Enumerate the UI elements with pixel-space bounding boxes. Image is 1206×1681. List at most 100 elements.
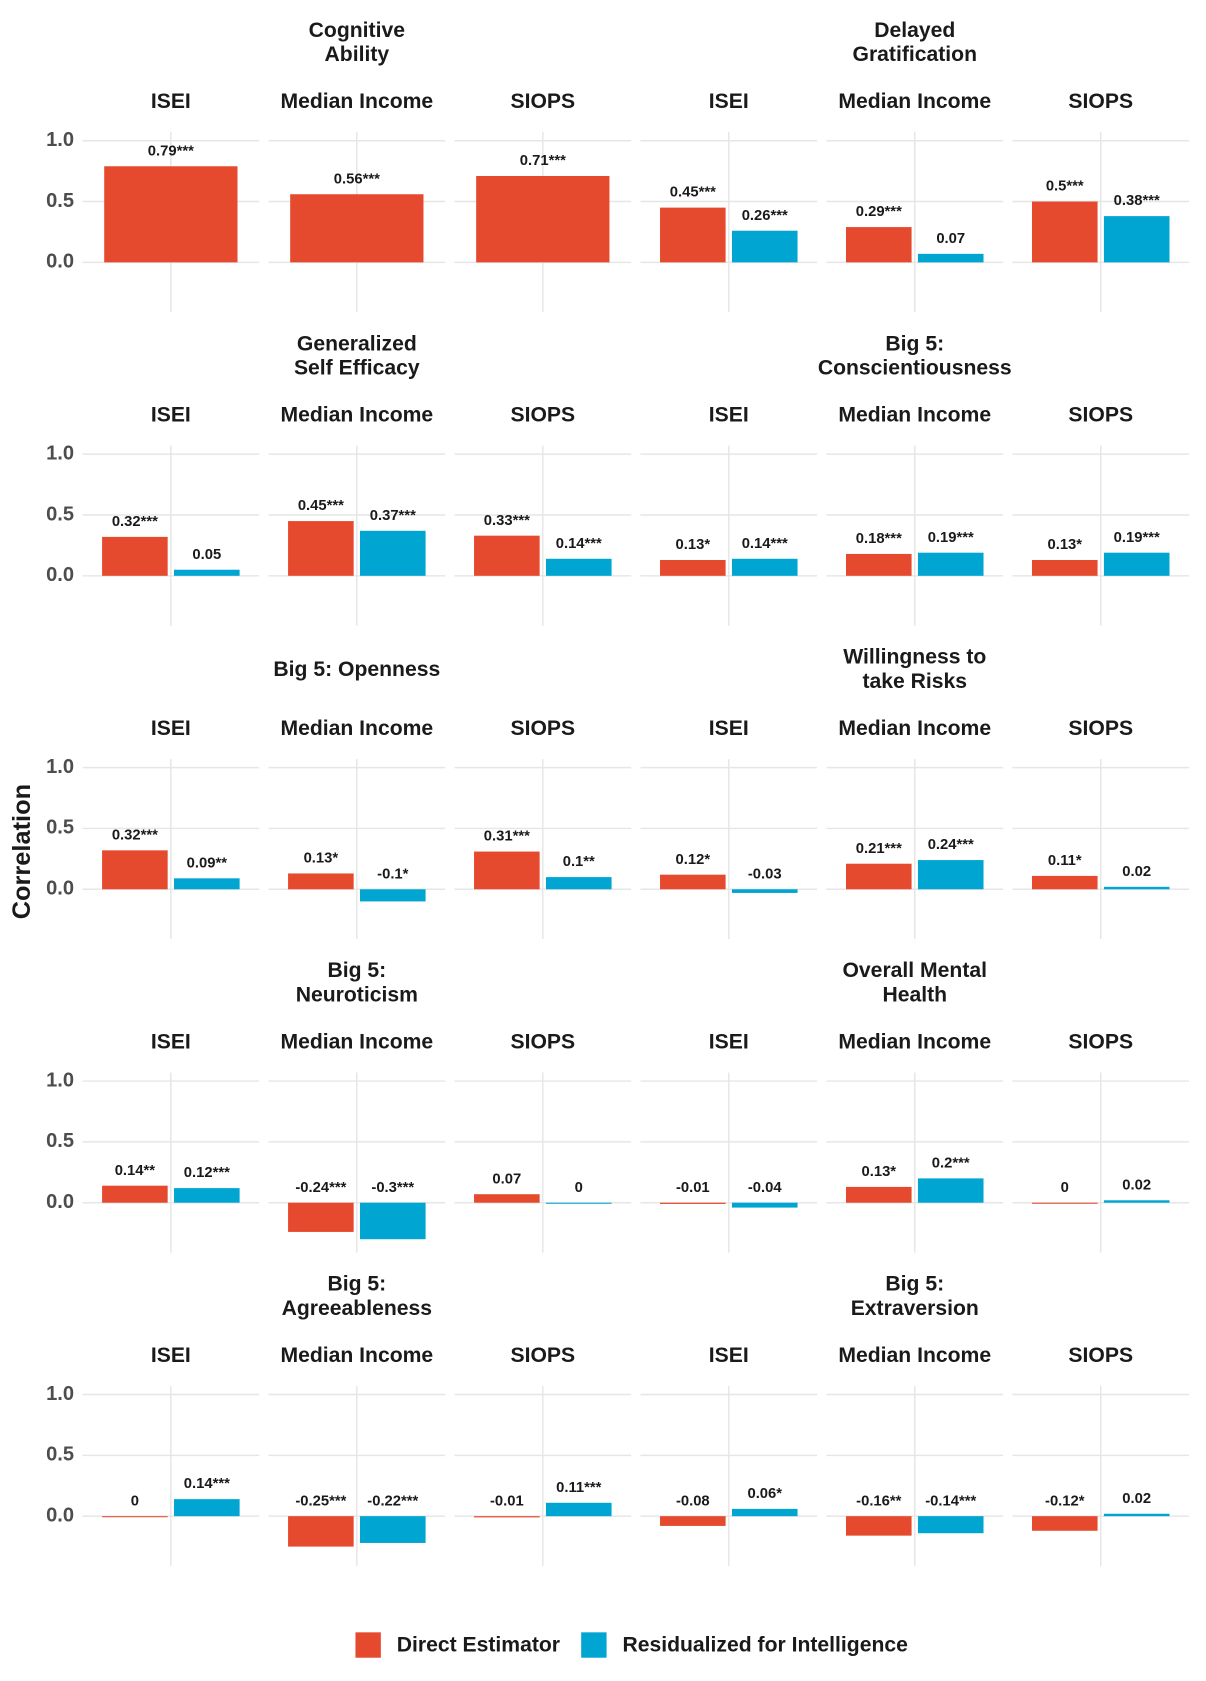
bar: [731, 230, 798, 263]
value-label: 0.14***: [556, 536, 602, 552]
value-label: 0.32***: [112, 514, 158, 530]
bar: [845, 1186, 912, 1203]
value-label: 0.21***: [856, 841, 902, 857]
facet-label: ISEI: [709, 404, 749, 427]
facet-label: Median Income: [838, 1031, 991, 1054]
value-label: 0.18***: [856, 531, 902, 547]
value-label: 0.1**: [563, 854, 595, 870]
bar: [102, 850, 168, 890]
bar: [360, 889, 426, 902]
panel-title: Generalized: [297, 332, 417, 355]
value-label: 0.13*: [304, 851, 339, 867]
legend-swatch: [581, 1632, 607, 1658]
bar: [1103, 216, 1170, 263]
bar: [174, 1188, 240, 1203]
value-label: 0.5***: [1046, 179, 1084, 195]
panel-title: Ability: [325, 43, 390, 66]
bar: [476, 175, 610, 263]
value-label: -0.04: [748, 1180, 782, 1196]
y-tick-label: 1.0: [46, 129, 74, 151]
panel-title: Big 5:: [885, 1273, 944, 1296]
y-tick-label: 0.5: [46, 1444, 74, 1466]
panel-title: Cognitive: [309, 19, 406, 42]
panel-title: Big 5:: [885, 332, 944, 355]
y-tick-label: 0.5: [46, 190, 74, 212]
bar: [290, 194, 424, 263]
bar: [360, 1516, 426, 1543]
panel-title: Conscientiousness: [818, 357, 1012, 380]
y-tick-label: 0.0: [46, 1504, 74, 1526]
facet-label: Median Income: [280, 1344, 433, 1367]
value-label: 0.32***: [112, 827, 158, 843]
y-tick-label: 0.0: [46, 1191, 74, 1213]
y-tick-label: 1.0: [46, 756, 74, 778]
value-label: 0.14**: [115, 1163, 156, 1179]
value-label: 0.14***: [184, 1476, 230, 1492]
facet-label: Median Income: [838, 90, 991, 113]
facet-label: ISEI: [151, 1031, 191, 1054]
bar: [1031, 1202, 1098, 1204]
bar: [288, 521, 354, 576]
facet-label: SIOPS: [1068, 1344, 1133, 1367]
bar: [731, 1508, 798, 1517]
value-label: 0: [131, 1493, 139, 1509]
panel-title: take Risks: [862, 670, 967, 693]
value-label: 0.11***: [556, 1480, 601, 1496]
y-tick-label: 1.0: [46, 442, 74, 464]
value-label: 0.19***: [928, 530, 974, 546]
facet-label: ISEI: [151, 404, 191, 427]
bar: [360, 1202, 426, 1240]
bar: [1103, 552, 1170, 576]
bar: [917, 860, 984, 890]
value-label: 0.12*: [676, 852, 711, 868]
value-label: -0.12*: [1045, 1493, 1085, 1509]
legend-label: Residualized for Intelligence: [622, 1634, 908, 1657]
bar: [845, 1516, 912, 1536]
value-label: 0.29***: [856, 204, 902, 220]
bar: [102, 536, 168, 576]
value-label: 0.31***: [484, 829, 530, 845]
value-label: 0.02: [1122, 864, 1151, 880]
facet-label: ISEI: [709, 1344, 749, 1367]
value-label: -0.16**: [856, 1493, 901, 1509]
bar: [731, 558, 798, 576]
value-label: 0: [1061, 1180, 1069, 1196]
facet-label: SIOPS: [510, 404, 575, 427]
bar: [360, 530, 426, 576]
bar: [1031, 559, 1098, 576]
bar: [660, 874, 726, 890]
facet-label: ISEI: [151, 90, 191, 113]
facet-label: SIOPS: [510, 1344, 575, 1367]
value-label: 0.2***: [932, 1155, 970, 1171]
y-tick-label: 0.0: [46, 251, 74, 273]
panel-title: Delayed: [874, 19, 955, 42]
value-label: -0.22***: [367, 1493, 418, 1509]
value-label: -0.08: [676, 1493, 710, 1509]
bar: [1103, 1200, 1170, 1203]
value-label: 0.09**: [187, 855, 228, 871]
bar: [1103, 886, 1170, 890]
value-label: 0.26***: [742, 208, 788, 224]
bar: [545, 558, 612, 576]
bar: [174, 878, 240, 890]
value-label: 0.13*: [676, 537, 711, 553]
value-label: 0.37***: [370, 508, 416, 524]
value-label: 0.07: [492, 1171, 521, 1187]
value-label: 0.33***: [484, 513, 530, 529]
value-label: 0.13*: [862, 1164, 897, 1180]
value-label: -0.03: [748, 866, 782, 882]
y-tick-label: 1.0: [46, 1383, 74, 1405]
bar: [174, 569, 240, 576]
facet-label: SIOPS: [510, 717, 575, 740]
facet-label: ISEI: [151, 1344, 191, 1367]
panel-title: Willingness to: [843, 646, 986, 669]
bar: [660, 1202, 726, 1204]
value-label: 0.11*: [1048, 853, 1082, 869]
panel-title: Health: [882, 983, 947, 1006]
panel-title: Big 5:: [327, 959, 386, 982]
bar: [731, 889, 798, 893]
value-label: 0.56***: [334, 171, 380, 187]
bar: [731, 1202, 798, 1208]
panel-title: Self Efficacy: [294, 357, 420, 380]
